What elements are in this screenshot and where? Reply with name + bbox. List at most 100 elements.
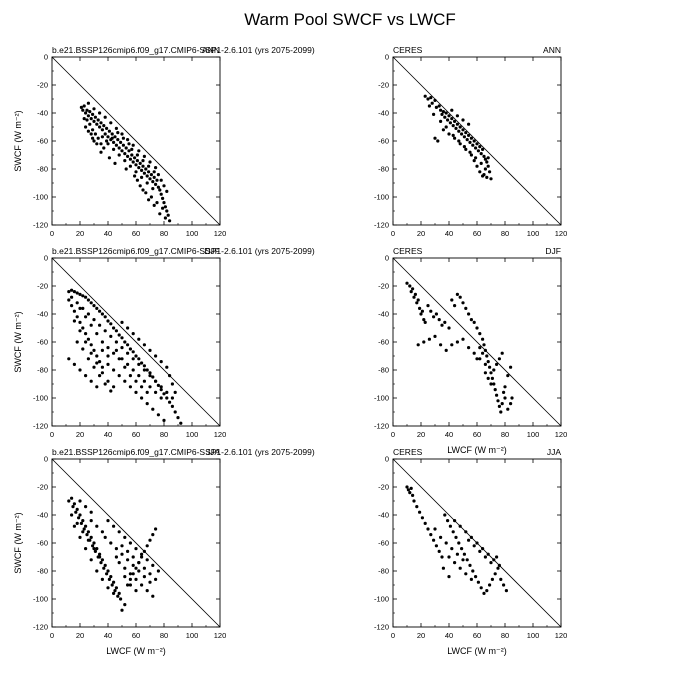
chart-6-y-tick-label: -100 [374,595,389,604]
chart-4-point [493,388,497,392]
chart-3-y-tick-label: 0 [44,254,48,263]
chart-6-x-tick-label: 80 [501,631,509,640]
chart-3-point [114,340,118,344]
chart-3-point [114,329,118,333]
chart-1-point [112,140,116,144]
chart-3-point [168,374,172,378]
chart-2-point [440,112,444,116]
chart-2-point [475,142,479,146]
chart-5-y-tick-label: -80 [37,567,48,576]
chart-2-y-tick-label: -120 [374,221,389,230]
chart-6-point [448,524,452,528]
chart-6-point [504,589,508,593]
chart-3-point [106,362,110,366]
chart-3-right-label: DJF [204,246,220,256]
chart-6-point [447,575,451,579]
chart-4-point [416,343,420,347]
chart-3-y-tick-label: -120 [33,422,48,431]
chart-4-point [475,326,479,330]
chart-5-left-label: b.e21.BSSP126cmip6.f09_g17.CMIP6-SSP1-2.… [52,447,315,457]
chart-2-point [475,164,479,168]
chart-3-point [100,312,104,316]
chart-3-point [148,348,152,352]
chart-1-point [162,184,166,188]
chart-3-point [123,379,127,383]
chart-1-point [96,118,100,122]
chart-4-point [506,407,510,411]
chart-5-point [84,505,88,509]
chart-4-point [485,354,489,358]
chart-1-point [134,170,138,174]
chart-2-point [474,156,478,160]
chart-3-point [145,402,149,406]
chart-2-right-label: ANN [543,45,561,55]
chart-5-point [70,513,74,517]
chart-1-point [107,156,111,160]
chart-2-point [471,143,475,147]
chart-1-y-tick-label: -60 [37,137,48,146]
chart-4-point [450,343,454,347]
chart-3-point [165,390,169,394]
chart-1-point [88,122,92,126]
chart-1-point [141,164,145,168]
chart-1-point [145,181,149,185]
chart-6-x-tick-label: 120 [555,631,568,640]
chart-2-point [485,175,489,179]
chart-3-point [131,350,135,354]
chart-3-point [72,309,76,313]
chart-3-point [70,295,74,299]
chart-6-point [408,491,412,495]
chart-3-point [95,385,99,389]
chart-3-point [168,400,172,404]
chart-3-point [137,357,141,361]
chart-3-point [72,362,76,366]
chart-1-point [95,142,99,146]
chart-5-point [120,544,124,548]
chart-3-x-tick-label: 20 [76,430,84,439]
chart-1-point [163,205,167,209]
chart-1-point [141,159,145,163]
chart-3-point [95,354,99,358]
chart-1-point [156,185,160,189]
chart-2-point [441,110,445,114]
chart-1-point [116,131,120,135]
chart-5-point [126,558,130,562]
chart-6-x-tick-label: 20 [417,631,425,640]
chart-4-point [423,320,427,324]
chart-1-point [110,136,114,140]
chart-6-point [475,541,479,545]
chart-1-point [152,170,156,174]
chart-2-point [446,118,450,122]
chart-3-left-label: b.e21.BSSP126cmip6.f09_g17.CMIP6-SSP1-2.… [52,246,315,256]
chart-6-x-tick-label: 60 [473,631,481,640]
chart-3-point [84,332,88,336]
chart-3-point [75,301,79,305]
chart-5-point [137,569,141,573]
chart-6-point [489,561,493,565]
chart-6-y-tick-label: -120 [374,623,389,632]
chart-4-point [475,357,479,361]
chart-3-point [128,385,132,389]
chart-4-point [437,318,441,322]
chart-5-point [131,555,135,559]
chart-1-point [106,142,110,146]
chart-2-point [486,156,490,160]
chart-6-point [492,558,496,562]
chart-3-x-tick-label: 40 [104,430,112,439]
chart-1-point [91,128,95,132]
chart-1-x-tick-label: 0 [50,229,54,238]
chart-2-point [447,132,451,136]
chart-1-point [133,156,137,160]
chart-6-point [469,577,473,582]
chart-1-point [128,157,132,161]
chart-2-point [481,147,485,151]
chart-3-point [75,340,79,344]
chart-3-point [103,382,107,386]
chart-4-point [412,295,416,299]
chart-6-point [478,549,482,554]
chart-6-point [461,558,465,562]
chart-3-point [112,385,116,389]
chart-3-point [123,365,127,369]
chart-5-point [110,583,114,587]
